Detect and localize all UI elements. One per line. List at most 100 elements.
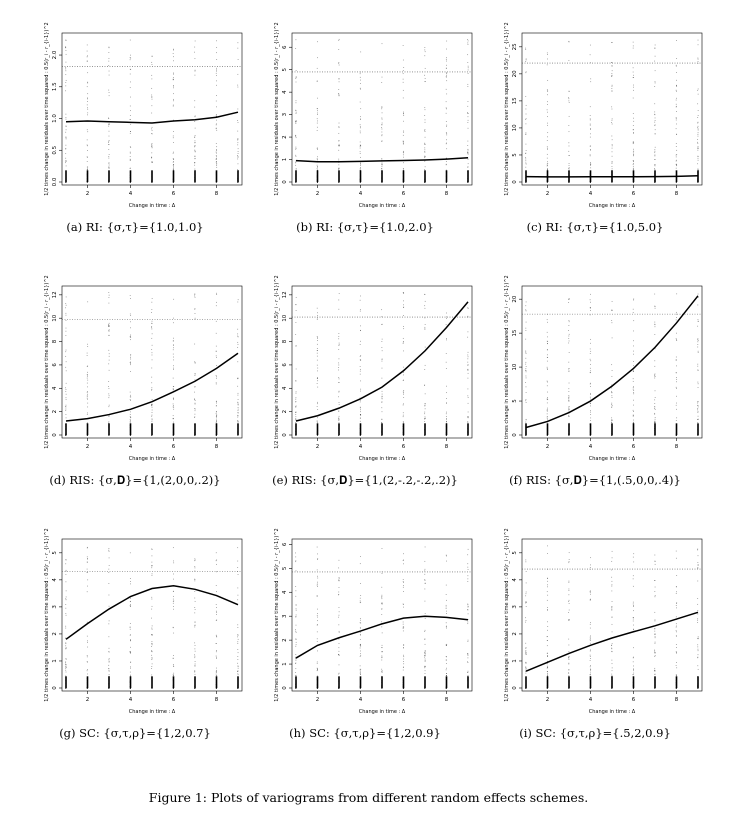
data-point — [697, 159, 699, 161]
dense-cluster — [445, 423, 448, 435]
data-point — [632, 143, 634, 145]
data-point — [173, 672, 175, 674]
data-point — [467, 73, 469, 74]
data-point — [697, 61, 699, 62]
data-point — [525, 61, 527, 62]
data-point — [525, 371, 527, 373]
data-point — [525, 398, 527, 400]
data-point — [633, 361, 634, 362]
data-point — [611, 550, 613, 552]
dense-cluster — [546, 676, 549, 688]
data-point — [445, 606, 447, 608]
data-point — [338, 672, 340, 674]
data-point — [467, 569, 469, 570]
data-point — [237, 377, 239, 379]
data-point — [424, 81, 426, 82]
data-point — [633, 434, 634, 436]
data-point — [129, 420, 131, 421]
data-point — [632, 167, 634, 169]
data-point — [108, 135, 110, 137]
data-point — [654, 348, 656, 350]
data-point — [338, 358, 340, 360]
x-tick-label: 8 — [445, 444, 449, 450]
data-point — [632, 113, 634, 114]
data-point — [317, 57, 318, 59]
data-point — [65, 637, 67, 639]
data-point — [338, 62, 340, 63]
data-point — [403, 581, 404, 583]
data-point — [295, 345, 297, 347]
data-point — [525, 113, 527, 115]
data-point — [467, 566, 469, 568]
data-point — [402, 337, 404, 339]
data-point — [295, 164, 297, 166]
data-point — [172, 105, 174, 107]
data-point — [317, 403, 318, 405]
dense-cluster — [215, 676, 218, 688]
data-point — [338, 158, 340, 160]
data-point — [108, 294, 110, 296]
data-point — [359, 132, 361, 134]
data-point — [87, 393, 88, 395]
data-point — [445, 101, 447, 103]
x-axis-label: Change in time : Δ — [589, 456, 636, 462]
data-point — [525, 688, 527, 689]
data-point — [338, 434, 340, 436]
data-point — [359, 407, 361, 409]
data-point — [546, 354, 548, 356]
data-point — [611, 161, 613, 163]
data-point — [317, 575, 318, 577]
data-point — [402, 78, 404, 80]
data-point — [611, 123, 613, 125]
data-point — [295, 322, 297, 323]
data-point — [590, 398, 591, 400]
data-point — [295, 586, 297, 587]
data-point — [295, 416, 297, 418]
data-point — [237, 627, 239, 628]
data-point — [403, 390, 405, 391]
data-point — [237, 416, 239, 418]
data-point — [194, 151, 196, 153]
data-point — [467, 372, 469, 374]
data-point — [65, 389, 67, 390]
data-point — [295, 645, 297, 647]
data-point — [151, 320, 153, 322]
data-point — [402, 168, 404, 169]
x-tick-label: 6 — [172, 191, 176, 197]
data-point — [403, 392, 405, 394]
data-point — [360, 340, 361, 342]
data-point — [402, 366, 404, 368]
data-point — [194, 135, 196, 136]
data-point — [446, 610, 447, 612]
data-point — [424, 418, 426, 420]
data-point — [316, 122, 318, 124]
data-point — [467, 152, 469, 154]
data-point — [590, 687, 591, 689]
data-point — [467, 42, 469, 44]
data-point — [402, 630, 404, 632]
data-point — [590, 310, 591, 311]
data-point — [151, 312, 153, 313]
data-point — [675, 386, 677, 388]
data-point — [87, 379, 89, 381]
data-point — [589, 154, 591, 156]
data-point — [611, 584, 613, 586]
data-point — [151, 666, 153, 667]
data-point — [633, 169, 635, 171]
data-point — [568, 603, 570, 604]
data-point — [215, 411, 217, 413]
data-point — [194, 145, 196, 147]
data-point — [108, 124, 110, 125]
data-point — [316, 641, 318, 642]
data-point — [424, 55, 426, 57]
data-point — [173, 578, 174, 580]
data-point — [547, 342, 548, 344]
data-point — [359, 366, 361, 367]
data-point — [316, 164, 318, 166]
data-point — [237, 155, 238, 157]
data-point — [424, 78, 426, 80]
data-point — [446, 688, 448, 689]
y-tick-label: 5 — [52, 551, 58, 555]
data-point — [467, 65, 469, 67]
